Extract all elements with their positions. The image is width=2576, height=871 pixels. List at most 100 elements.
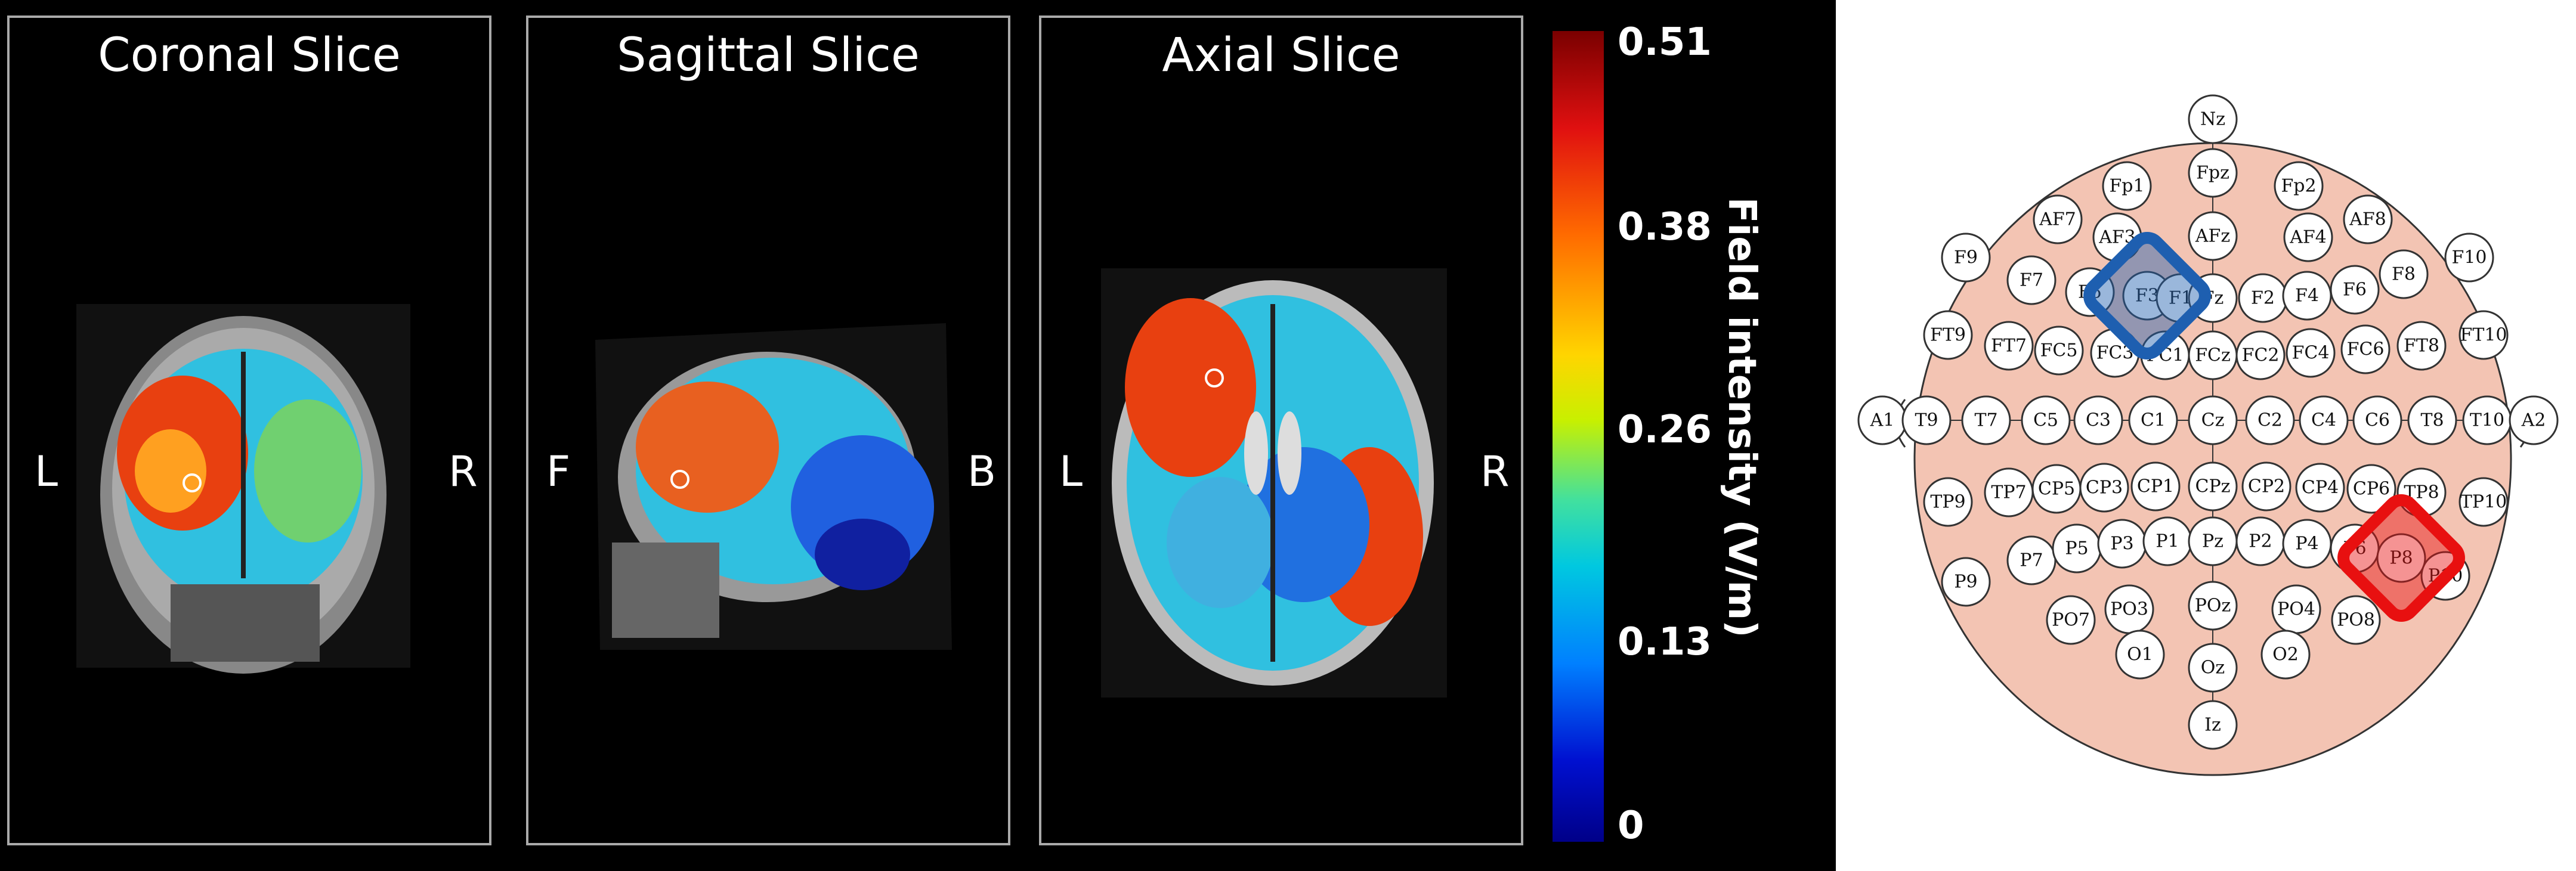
- sagittal-slice-title: Sagittal Slice: [617, 29, 920, 82]
- electrode-f4: F4: [2282, 271, 2332, 321]
- svg-text:PO7: PO7: [2052, 610, 2090, 631]
- electrode-cp2: CP2: [2241, 461, 2292, 512]
- svg-text:P1: P1: [2156, 531, 2179, 552]
- colorbar-label: Field intensity (V/m): [1720, 197, 1764, 638]
- electrode-p2: P2: [2235, 516, 2286, 566]
- svg-text:F4: F4: [2295, 286, 2319, 306]
- svg-text:F2: F2: [2251, 288, 2275, 309]
- colorbar-tick: 0.26: [1618, 408, 1712, 452]
- electrode-cp5: CP5: [2031, 464, 2082, 514]
- axial-slice-panel: Axial Slice L R: [1039, 16, 1523, 845]
- electrode-o1: O1: [2115, 630, 2165, 680]
- electrode-af4: AF4: [2283, 212, 2333, 262]
- svg-text:AF7: AF7: [2039, 209, 2076, 230]
- electrode-af7: AF7: [2033, 194, 2083, 244]
- svg-text:FC6: FC6: [2347, 339, 2385, 360]
- electrode-fpz: Fpz: [2188, 148, 2238, 198]
- electrode-p8: P8: [2376, 533, 2426, 583]
- svg-text:CP2: CP2: [2248, 476, 2285, 497]
- svg-text:CP3: CP3: [2086, 478, 2123, 498]
- electrode-p5: P5: [2052, 523, 2102, 574]
- svg-text:P7: P7: [2020, 550, 2043, 571]
- electrode-f6: F6: [2330, 265, 2380, 315]
- svg-text:TP7: TP7: [1991, 482, 2026, 503]
- svg-text:C5: C5: [2033, 410, 2058, 431]
- electrode-cp6: CP6: [2346, 464, 2396, 514]
- svg-text:F7: F7: [2020, 270, 2043, 291]
- electrode-f7: F7: [2006, 255, 2057, 305]
- electrode-po7: PO7: [2046, 595, 2096, 645]
- svg-text:Oz: Oz: [2201, 658, 2225, 678]
- electrode-c5: C5: [2021, 395, 2071, 445]
- sagittal-slice-panel: Sagittal Slice F B: [526, 16, 1010, 845]
- svg-text:POz: POz: [2195, 596, 2231, 616]
- svg-text:F8: F8: [2392, 264, 2416, 285]
- field-intensity-colorbar: [1553, 31, 1604, 842]
- svg-text:O1: O1: [2127, 644, 2153, 665]
- colorbar-tick: 0.38: [1618, 205, 1712, 249]
- coronal-right-label: R: [449, 447, 478, 496]
- axial-left-label: L: [1059, 447, 1083, 496]
- svg-text:FT9: FT9: [1930, 325, 1966, 346]
- field-intensity-figure: Coronal Slice L R Sagittal Slice: [0, 0, 1836, 871]
- electrode-ft10: FT10: [2459, 310, 2509, 360]
- coronal-brain-image: [76, 304, 410, 674]
- svg-text:Fpz: Fpz: [2196, 163, 2229, 184]
- svg-text:AF8: AF8: [2349, 209, 2386, 230]
- electrode-fc6: FC6: [2340, 324, 2391, 374]
- electrode-c4: C4: [2299, 395, 2349, 445]
- colorbar-tick-max: 0.51: [1618, 20, 1712, 64]
- electrode-a1: A1: [1857, 395, 1907, 445]
- electrode-tp9: TP9: [1923, 477, 1973, 527]
- electrode-cz: Cz: [2188, 395, 2238, 445]
- coronal-left-label: L: [35, 447, 58, 496]
- electrode-pz: Pz: [2188, 516, 2238, 566]
- axial-brain-image: [1101, 268, 1447, 698]
- svg-text:AFz: AFz: [2195, 226, 2230, 247]
- svg-text:TP10: TP10: [2460, 492, 2507, 513]
- svg-text:T10: T10: [2470, 410, 2504, 431]
- svg-text:CPz: CPz: [2195, 476, 2231, 497]
- electrode-oz: Oz: [2188, 643, 2238, 693]
- electrode-nz: Nz: [2188, 94, 2238, 144]
- electrode-p1: P1: [2142, 516, 2192, 566]
- colorbar-tick-min: 0: [1618, 804, 1644, 848]
- svg-text:A1: A1: [1870, 410, 1895, 431]
- svg-text:FT10: FT10: [2460, 325, 2507, 346]
- electrode-po8: PO8: [2331, 595, 2381, 645]
- electrode-afz: AFz: [2188, 211, 2238, 261]
- electrode-f10: F10: [2444, 233, 2494, 283]
- svg-text:Iz: Iz: [2204, 715, 2221, 736]
- electrode-t8: T8: [2407, 395, 2457, 445]
- svg-text:CP5: CP5: [2038, 479, 2075, 500]
- sagittal-left-label: F: [546, 447, 571, 496]
- svg-text:P4: P4: [2295, 534, 2318, 554]
- electrode-t9: T9: [1901, 395, 1952, 445]
- svg-text:AF4: AF4: [2289, 227, 2327, 248]
- electrode-cp4: CP4: [2295, 463, 2345, 513]
- svg-text:T8: T8: [2420, 410, 2444, 431]
- electrode-cpz: CPz: [2188, 461, 2238, 512]
- svg-text:CP6: CP6: [2353, 479, 2390, 500]
- svg-text:P3: P3: [2110, 534, 2133, 554]
- electrode-t7: T7: [1961, 395, 2011, 445]
- axial-slice-title: Axial Slice: [1162, 29, 1400, 82]
- svg-text:Pz: Pz: [2202, 531, 2224, 552]
- electrode-c1: C1: [2128, 395, 2178, 445]
- electrode-fp2: Fp2: [2274, 161, 2324, 211]
- electrode-c2: C2: [2245, 395, 2295, 445]
- svg-text:F9: F9: [1954, 247, 1978, 268]
- svg-text:P5: P5: [2065, 538, 2088, 559]
- electrode-p4: P4: [2282, 519, 2332, 569]
- electrode-fc2: FC2: [2235, 330, 2286, 380]
- electrode-fc4: FC4: [2286, 328, 2336, 378]
- electrode-iz: Iz: [2188, 700, 2238, 750]
- electrode-po4: PO4: [2271, 584, 2321, 634]
- colorbar-tick: 0.13: [1618, 620, 1712, 664]
- svg-text:FC5: FC5: [2040, 340, 2078, 361]
- electrode-f8: F8: [2379, 249, 2429, 299]
- svg-text:TP9: TP9: [1930, 492, 1965, 513]
- svg-text:Fp2: Fp2: [2281, 176, 2316, 197]
- svg-text:T9: T9: [1915, 410, 1938, 431]
